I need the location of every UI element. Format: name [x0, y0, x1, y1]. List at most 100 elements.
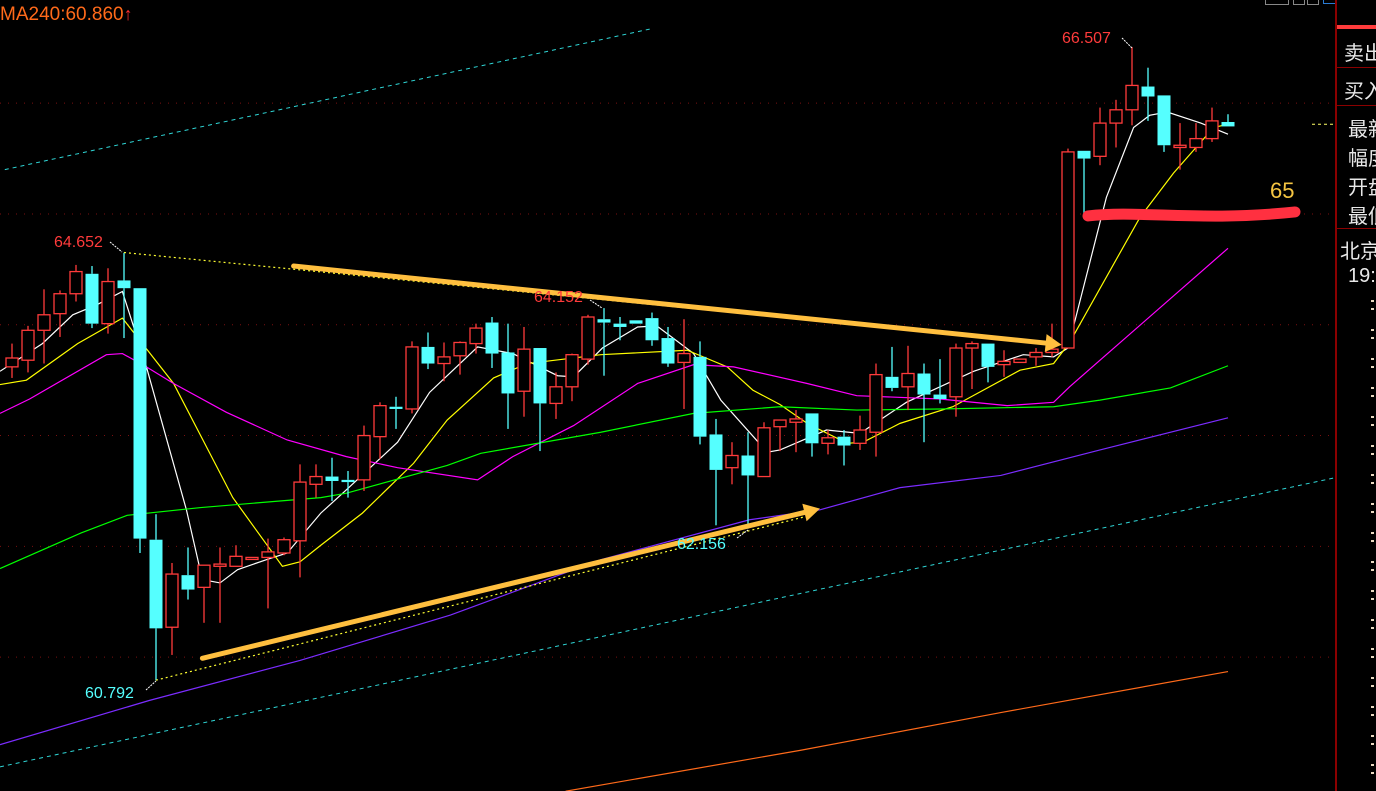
- candle-body: [421, 346, 435, 364]
- candle-up: [453, 341, 467, 375]
- candle-up: [821, 430, 835, 455]
- candle-up: [517, 326, 531, 417]
- label-pointer: [589, 299, 603, 309]
- candle-body: [1221, 121, 1235, 127]
- candle-body: [629, 320, 643, 324]
- candle-body: [645, 318, 659, 341]
- level-65-label: 65: [1270, 178, 1295, 203]
- channel-line: [0, 477, 1335, 768]
- candle-body: [53, 293, 67, 315]
- candle-down: [133, 288, 147, 554]
- candlestick-chart[interactable]: [0, 0, 1335, 791]
- annotation-arrows: [199, 263, 1062, 661]
- low2-price-label: 62.156: [677, 536, 726, 553]
- candle-body: [725, 454, 739, 469]
- candle-body: [805, 413, 819, 444]
- candle-body: [1125, 84, 1139, 111]
- candle-body: [997, 360, 1011, 366]
- layout-icon[interactable]: [1265, 0, 1289, 5]
- candle-body: [133, 288, 147, 539]
- candle-body: [1061, 151, 1075, 349]
- candle-down: [693, 341, 707, 445]
- candle-body: [469, 327, 483, 345]
- candle-down: [613, 316, 627, 341]
- candle-up: [277, 537, 291, 556]
- candle-body: [1077, 150, 1091, 159]
- high-price-label: 66.507: [1062, 30, 1111, 47]
- candle-body: [325, 476, 339, 481]
- window-icon[interactable]: [1307, 0, 1319, 5]
- ma240-line: [565, 670, 1229, 791]
- ma60-line: [0, 365, 1229, 570]
- candle-up: [37, 289, 51, 364]
- candle-down: [741, 432, 755, 529]
- candle-body: [757, 427, 771, 478]
- candle-down: [597, 308, 611, 376]
- panel-accent-bar: [1337, 25, 1376, 29]
- divider: [1337, 67, 1376, 68]
- candle-up: [789, 410, 803, 453]
- candle-down: [981, 343, 995, 383]
- candle-body: [933, 394, 947, 399]
- candle-body: [661, 338, 675, 364]
- candle-up: [565, 353, 579, 402]
- candle-body: [1205, 120, 1219, 140]
- candle-down: [885, 346, 899, 392]
- toolbar-icons[interactable]: [1255, 0, 1343, 5]
- candle-body: [5, 357, 19, 368]
- candle-down: [709, 418, 723, 526]
- sell-label: 卖出: [1344, 43, 1376, 65]
- candle-up: [373, 402, 387, 459]
- candle-body: [981, 343, 995, 367]
- label-pointers: [109, 37, 1335, 691]
- candle-body: [245, 556, 259, 561]
- candle-down: [117, 252, 131, 339]
- candle-up: [1125, 46, 1139, 126]
- candle-up: [53, 290, 67, 337]
- candle-body: [917, 373, 931, 395]
- candle-body: [869, 373, 883, 433]
- candle-body: [1109, 109, 1123, 124]
- candle-down: [181, 547, 195, 600]
- up-arrow-icon: ↑: [123, 4, 133, 24]
- buy-label: 买入: [1344, 81, 1376, 103]
- candle-down: [501, 323, 515, 429]
- highlight-stroke-65: [1082, 206, 1301, 222]
- candle-body: [885, 376, 899, 388]
- candle-up: [1029, 348, 1043, 366]
- candle-down: [533, 348, 547, 452]
- candle-body: [357, 434, 371, 481]
- annotation-arrow-head: [802, 503, 820, 522]
- candle-body: [21, 329, 35, 361]
- candle-up: [869, 363, 883, 457]
- quote-panel: 卖出 买入 最新 幅度 开盘 最低 北京 19:: [1335, 0, 1376, 791]
- candle-down: [85, 266, 99, 329]
- candle-body: [149, 539, 163, 629]
- candle-body: [197, 564, 211, 589]
- candle-down: [837, 430, 851, 466]
- candle-up: [997, 350, 1011, 377]
- low1-price-label: 60.792: [85, 685, 134, 702]
- highlight-stroke: [1082, 206, 1301, 222]
- candle-up: [405, 341, 419, 414]
- beijing-label: 北京: [1340, 241, 1376, 263]
- candle-down: [661, 326, 675, 367]
- divider: [1337, 105, 1376, 106]
- candle-up: [1109, 99, 1123, 148]
- candle-body: [789, 418, 803, 423]
- candle-body: [37, 314, 51, 331]
- candle-body: [1029, 351, 1043, 358]
- candle-up: [101, 268, 115, 334]
- ma240-value: MA240:60.860: [0, 4, 124, 25]
- candle-up: [437, 342, 451, 382]
- candle-body: [1157, 95, 1171, 146]
- window-icon[interactable]: [1293, 0, 1305, 5]
- candle-up: [1013, 358, 1027, 364]
- candle-body: [293, 481, 307, 542]
- candle-down: [1221, 114, 1235, 127]
- candle-up: [773, 419, 787, 452]
- tick-volume-dots: [1371, 300, 1374, 790]
- channel-line: [4, 28, 651, 171]
- candle-down: [629, 320, 643, 324]
- candle-up: [245, 556, 259, 561]
